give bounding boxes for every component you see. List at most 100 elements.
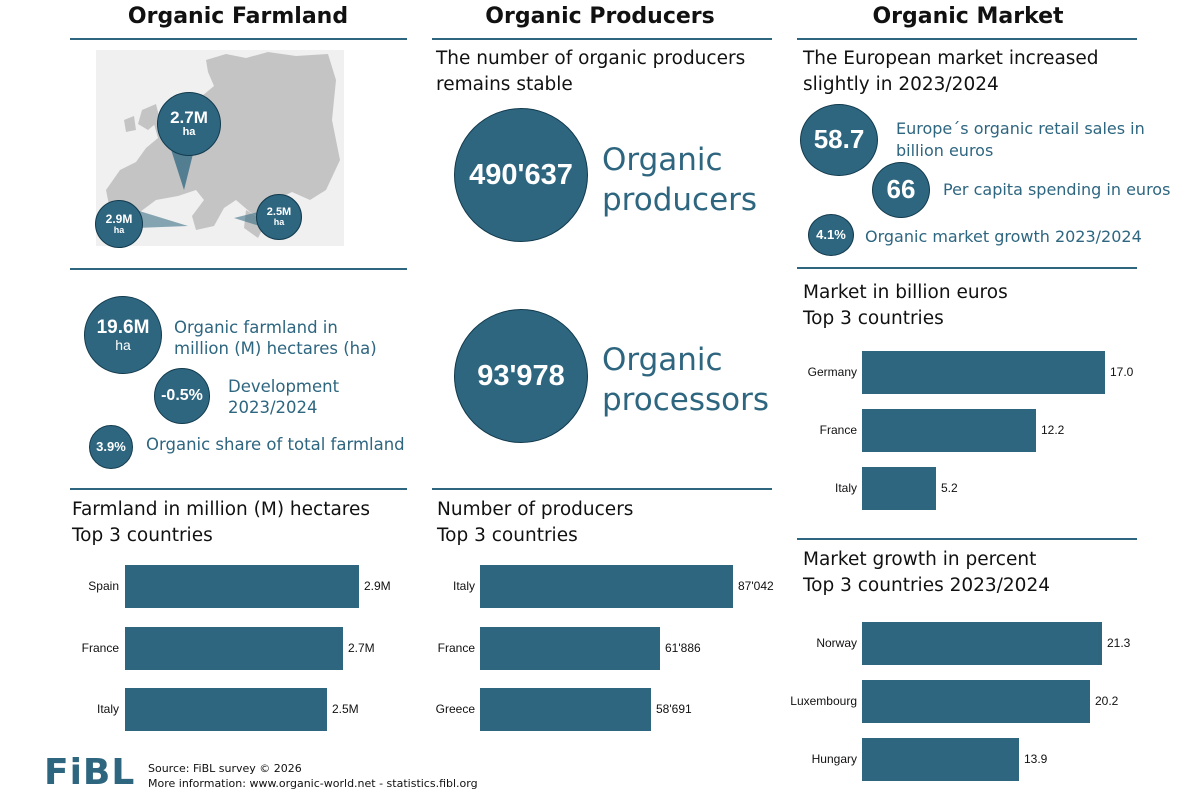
- bar-italy: [862, 467, 936, 510]
- map-marker-spain: 2.9M ha: [95, 200, 143, 248]
- heading-line: slightly in 2023/2024: [803, 74, 999, 95]
- bar-france: [480, 627, 660, 670]
- producers-label: Organic producers: [602, 140, 757, 220]
- bar-france: [125, 627, 343, 670]
- label-line: Europe´s organic retail sales in: [896, 119, 1145, 138]
- map-marker-italy: 2.5M ha: [256, 194, 302, 240]
- category-label: Hungary: [811, 752, 857, 766]
- farmland-area-badge: 19.6M ha: [84, 296, 162, 374]
- bar-greece: [480, 688, 651, 731]
- farmland-area-label: Organic farmland in million (M) hectares…: [174, 317, 377, 359]
- value-label: 12.2: [1041, 423, 1065, 437]
- per-capita-badge: 66: [872, 162, 930, 218]
- farmland-column-title: Organic Farmland: [127, 4, 349, 29]
- category-label: Spain: [88, 579, 119, 593]
- market-growth-label: Organic market growth 2023/2024: [865, 227, 1142, 246]
- divider: [70, 268, 407, 270]
- bar-france: [862, 409, 1036, 452]
- bar-italy: [480, 565, 733, 608]
- label-line: 2023/2024: [228, 398, 318, 417]
- heading-line: The number of organic producers: [436, 48, 746, 69]
- value-label: 20.2: [1095, 694, 1119, 708]
- share-badge: 3.9%: [89, 425, 133, 469]
- value-label: 61'886: [665, 641, 701, 655]
- chart-title-line: Top 3 countries: [437, 525, 578, 546]
- retail-sales-value: 58.7: [813, 124, 865, 155]
- market-growth-badge: 4.1%: [808, 214, 854, 256]
- per-capita-value: 66: [886, 174, 916, 205]
- heading-line: The European market increased: [803, 48, 1099, 69]
- label-line: billion euros: [896, 141, 994, 160]
- processors-label: Organic processors: [602, 340, 769, 420]
- category-label: France: [437, 641, 475, 655]
- fibl-logo: FiBL: [44, 752, 136, 793]
- value-label: 58'691: [656, 702, 692, 716]
- producers-heading: The number of organic producers remains …: [436, 46, 745, 98]
- map-marker-unit: ha: [273, 217, 285, 228]
- label-line: producers: [602, 182, 758, 218]
- heading-line: remains stable: [436, 74, 573, 95]
- development-value: -0.5%: [161, 386, 203, 404]
- chart-title-producers: Number of producers Top 3 countries: [437, 497, 633, 549]
- market-column-title: Organic Market: [872, 4, 1064, 29]
- market-heading: The European market increased slightly i…: [803, 46, 1099, 98]
- development-label: Development 2023/2024: [228, 376, 339, 418]
- category-label: Italy: [834, 481, 857, 495]
- share-label: Organic share of total farmland: [146, 435, 405, 454]
- chart-title-line: Market growth in percent: [803, 549, 1037, 570]
- processors-badge: 93'978: [454, 309, 588, 443]
- divider: [797, 538, 1137, 540]
- value-label: 2.7M: [348, 641, 375, 655]
- category-label: Norway: [816, 636, 857, 650]
- divider: [797, 38, 1137, 40]
- divider: [432, 38, 772, 40]
- category-label: Italy: [452, 579, 475, 593]
- category-label: Germany: [807, 365, 857, 379]
- retail-sales-badge: 58.7: [800, 104, 878, 176]
- processors-value: 93'978: [477, 359, 565, 392]
- bar-spain: [125, 565, 359, 608]
- development-badge: -0.5%: [154, 368, 210, 424]
- farmland-area-unit: ha: [115, 336, 131, 353]
- chart-title-line: Farmland in million (M) hectares: [72, 499, 371, 520]
- chart-title-line: Top 3 countries: [803, 308, 944, 329]
- chart-title-farmland: Farmland in million (M) hectares Top 3 c…: [72, 497, 370, 549]
- share-value: 3.9%: [96, 439, 126, 455]
- label-line: million (M) hectares (ha): [174, 339, 377, 358]
- value-label: 21.3: [1107, 636, 1131, 650]
- value-label: 17.0: [1110, 365, 1134, 379]
- producers-value: 490'637: [469, 158, 573, 191]
- value-label: 13.9: [1024, 752, 1048, 766]
- map-marker-unit: ha: [182, 126, 196, 139]
- per-capita-label: Per capita spending in euros: [943, 180, 1171, 199]
- more-info-note: More information: www.organic-world.net …: [148, 777, 478, 790]
- value-label: 87'042: [738, 579, 774, 593]
- chart-title-line: Top 3 countries 2023/2024: [803, 575, 1050, 596]
- producers-column-title: Organic Producers: [485, 4, 715, 29]
- market-growth-value: 4.1%: [816, 227, 846, 243]
- label-line: Organic: [602, 142, 723, 178]
- label-line: Development: [228, 377, 340, 396]
- value-label: 2.9M: [364, 579, 391, 593]
- bar-germany: [862, 351, 1105, 394]
- source-note: Source: FiBL survey © 2026: [148, 762, 302, 775]
- bar-italy: [125, 688, 327, 731]
- label-line: processors: [602, 382, 769, 418]
- bar-hungary: [862, 738, 1019, 781]
- divider: [432, 488, 772, 490]
- category-label: Greece: [435, 702, 475, 716]
- bar-norway: [862, 622, 1102, 665]
- divider: [70, 488, 407, 490]
- producers-badge: 490'637: [454, 108, 588, 242]
- label-line: Organic farmland in: [174, 318, 338, 337]
- map-marker-value: 2.7M: [170, 108, 208, 128]
- divider: [797, 267, 1137, 269]
- retail-sales-label: Europe´s organic retail sales in billion…: [896, 118, 1145, 162]
- category-label: France: [81, 641, 119, 655]
- category-label: France: [819, 423, 857, 437]
- value-label: 2.5M: [332, 702, 359, 716]
- map-marker-value: 2.5M: [266, 205, 292, 218]
- label-line: Organic: [602, 342, 723, 378]
- chart-title-line: Top 3 countries: [72, 525, 213, 546]
- map-marker-unit: ha: [113, 224, 125, 235]
